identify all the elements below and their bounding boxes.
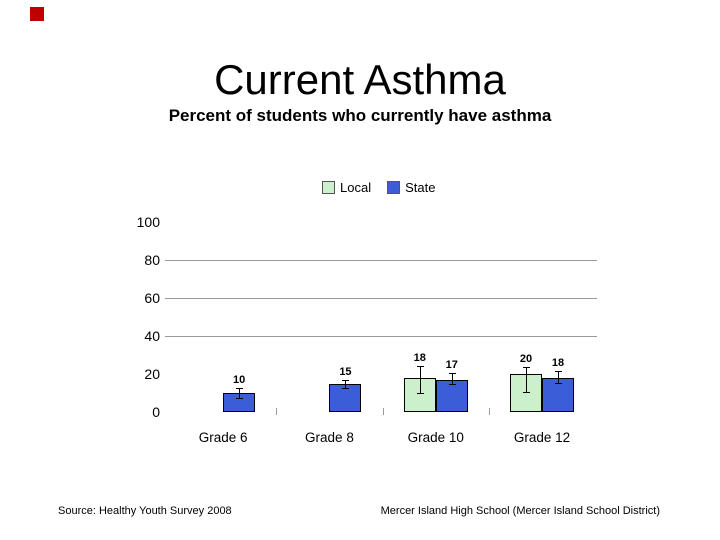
error-bar-cap bbox=[448, 373, 456, 375]
y-axis-tick-label-40: 40 bbox=[144, 328, 160, 344]
slide-title: Current Asthma bbox=[214, 56, 506, 103]
bar-value-label-local-grade-10: 18 bbox=[413, 352, 426, 365]
x-axis-label-grade-10: Grade 10 bbox=[407, 430, 464, 445]
error-bar-cap bbox=[342, 379, 350, 381]
x-axis-label-grade-12: Grade 12 bbox=[513, 430, 571, 445]
error-bar-cap bbox=[523, 392, 531, 394]
legend-item-state: State bbox=[387, 180, 435, 195]
error-bar-local-grade-12 bbox=[526, 367, 528, 393]
error-bar-state-grade-6 bbox=[239, 388, 241, 398]
legend-label-state: State bbox=[405, 180, 436, 195]
slide-subtitle: Percent of students who currently have a… bbox=[168, 106, 552, 125]
y-axis-tick-label-60: 60 bbox=[144, 290, 160, 306]
error-bar-state-grade-8 bbox=[345, 379, 347, 389]
x-axis-label-grade-8: Grade 8 bbox=[305, 430, 354, 445]
bar-value-label-state-grade-10: 17 bbox=[445, 359, 458, 372]
axis-boundary-tick bbox=[488, 408, 490, 415]
slide-accent-square bbox=[30, 7, 44, 21]
error-bar-cap bbox=[523, 367, 531, 369]
error-bar-local-grade-10 bbox=[419, 366, 421, 393]
legend-item-local: Local bbox=[322, 180, 371, 195]
y-axis-tick-label-100: 100 bbox=[136, 214, 160, 230]
error-bar-cap bbox=[555, 371, 563, 373]
footer-school: Mercer Island High School (Mercer Island… bbox=[380, 505, 660, 517]
axis-boundary-tick bbox=[382, 408, 384, 415]
bar-local-grade-10 bbox=[403, 377, 436, 412]
gridline-40 bbox=[165, 336, 597, 337]
axis-boundary-tick bbox=[276, 408, 278, 415]
chart-legend: Local State bbox=[322, 180, 435, 195]
y-axis-tick-label-20: 20 bbox=[144, 366, 160, 382]
bar-value-label-state-grade-12: 18 bbox=[551, 357, 565, 370]
gridline-60 bbox=[165, 298, 597, 299]
legend-label-local: Local bbox=[340, 180, 372, 195]
legend-swatch-local bbox=[322, 181, 335, 194]
error-bar-cap bbox=[342, 388, 350, 390]
bar-value-label-state-grade-8: 15 bbox=[339, 365, 352, 378]
error-bar-cap bbox=[236, 388, 244, 390]
legend-swatch-state bbox=[387, 181, 401, 194]
error-bar-state-grade-12 bbox=[558, 371, 560, 383]
bar-value-label-state-grade-6: 10 bbox=[233, 374, 246, 387]
bar-value-label-local-grade-12: 20 bbox=[519, 353, 533, 366]
error-bar-cap bbox=[555, 382, 563, 384]
error-bar-cap bbox=[236, 397, 244, 399]
gridline-80 bbox=[165, 260, 597, 261]
y-axis-tick-label-0: 0 bbox=[152, 404, 160, 420]
footer-source: Source: Healthy Youth Survey 2008 bbox=[58, 505, 232, 517]
error-bar-cap bbox=[416, 366, 424, 368]
x-axis-label-grade-6: Grade 6 bbox=[198, 430, 248, 445]
y-axis-tick-label-80: 80 bbox=[144, 252, 160, 268]
error-bar-cap bbox=[448, 384, 456, 386]
error-bar-state-grade-10 bbox=[451, 373, 453, 385]
error-bar-cap bbox=[416, 393, 424, 394]
